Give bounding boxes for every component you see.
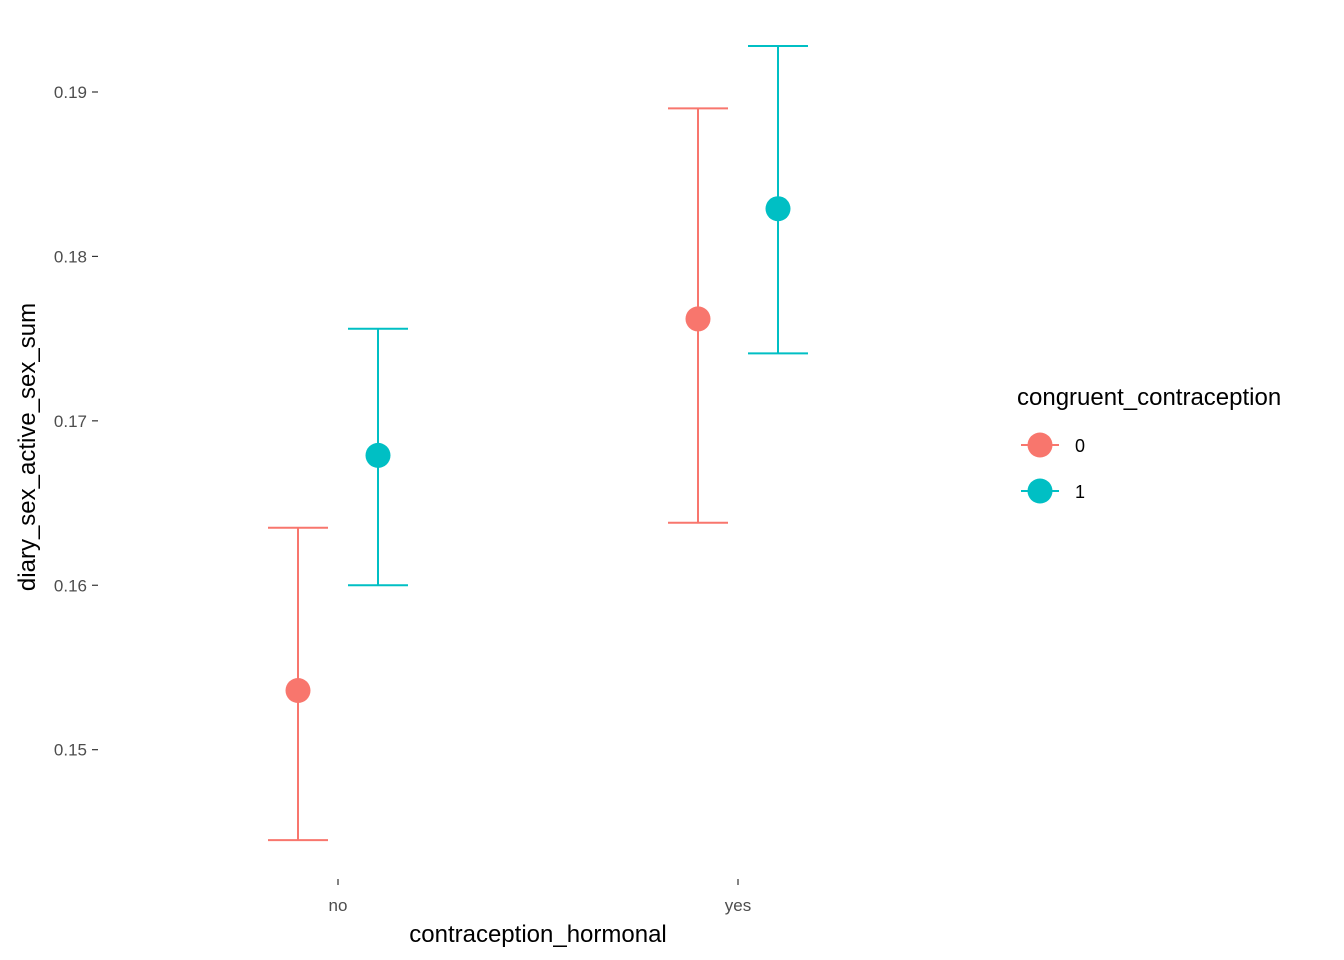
y-tick-label: 0.18	[54, 247, 87, 266]
legend-title: congruent_contraception	[1017, 384, 1281, 411]
legend-item-1: 1	[1021, 478, 1085, 504]
y-tick-label: 0.19	[54, 83, 87, 102]
legend: congruent_contraception 01	[1017, 384, 1281, 504]
x-tick-label: yes	[725, 896, 751, 915]
plot-marks	[268, 44, 808, 842]
errorbar-group-1-yes	[748, 44, 808, 355]
y-tick-label: 0.16	[54, 576, 87, 595]
y-tick-label: 0.17	[54, 412, 87, 431]
data-point	[285, 677, 311, 703]
legend-label: 0	[1075, 436, 1085, 456]
errorbar-group-0-no	[268, 526, 328, 842]
legend-label: 1	[1075, 482, 1085, 502]
data-point	[765, 196, 791, 222]
y-axis-title: diary_sex_active_sex_sum	[14, 303, 41, 591]
errorbar-group-0-yes	[668, 107, 728, 524]
legend-item-0: 0	[1021, 432, 1085, 458]
y-tick-label: 0.15	[54, 741, 87, 760]
legend-key-point	[1027, 432, 1053, 458]
data-point	[685, 306, 711, 332]
x-tick-label: no	[329, 896, 348, 915]
errorbar-group-1-no	[348, 327, 408, 587]
x-axis-title: contraception_hormonal	[409, 921, 667, 948]
data-point	[365, 442, 391, 468]
y-axis: 0.15 0.16 0.17 0.18 0.19	[54, 83, 98, 760]
legend-key-point	[1027, 478, 1053, 504]
legend-items: 01	[1021, 432, 1085, 504]
x-axis: no yes	[329, 879, 751, 915]
